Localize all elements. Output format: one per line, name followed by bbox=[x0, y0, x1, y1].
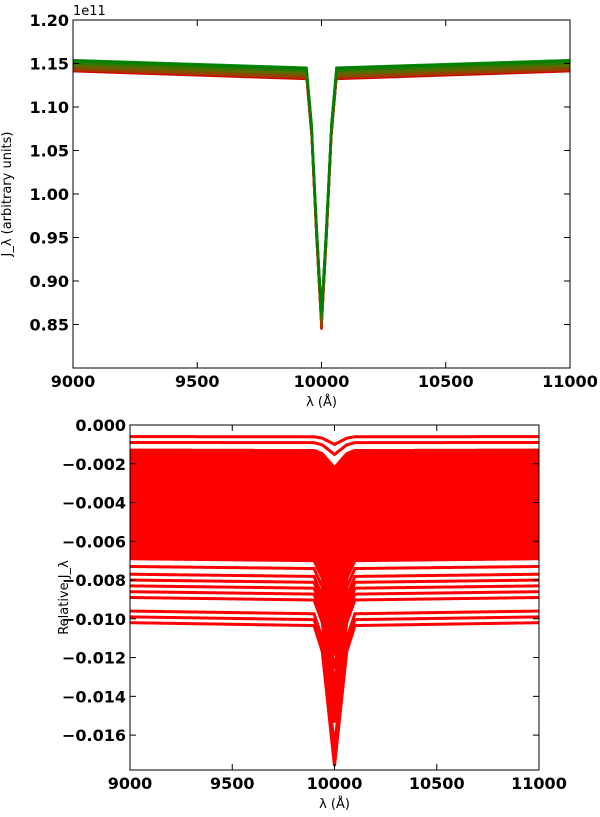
series-line bbox=[73, 61, 570, 316]
y-tick-label: −0.012 bbox=[62, 649, 126, 668]
y-tick-label: 1.00 bbox=[30, 185, 69, 204]
y-tick-label: −0.010 bbox=[62, 610, 126, 629]
series-line bbox=[130, 448, 539, 471]
x-axis-label: λ (Å) bbox=[306, 394, 337, 410]
x-tick-label: 10500 bbox=[418, 372, 474, 391]
series-line bbox=[73, 61, 570, 317]
series-line bbox=[73, 62, 570, 317]
y-tick-label: −0.004 bbox=[62, 494, 126, 513]
y-tick-label: −0.016 bbox=[62, 726, 126, 745]
y-tick-label: 0.95 bbox=[30, 229, 69, 248]
y-axis-label: J_λ (arbitrary units) bbox=[0, 131, 15, 257]
y-tick-label: 1.05 bbox=[30, 142, 69, 161]
y-tick-label: 0.85 bbox=[30, 316, 69, 335]
y-tick-label: 0.000 bbox=[75, 416, 126, 435]
x-tick-label: 11000 bbox=[511, 774, 567, 793]
y-tick-label: −0.014 bbox=[62, 687, 126, 706]
series-line bbox=[73, 60, 570, 314]
axis-offset-text: 1e11 bbox=[73, 4, 106, 19]
series-band bbox=[73, 58, 570, 330]
series-line bbox=[73, 64, 570, 320]
x-tick-label: 9000 bbox=[108, 774, 153, 793]
series-line bbox=[73, 66, 570, 323]
series-line bbox=[73, 64, 570, 320]
series-line bbox=[73, 68, 570, 327]
x-tick-label: 9500 bbox=[175, 372, 220, 391]
series-line bbox=[73, 65, 570, 322]
x-axis-label: λ (Å) bbox=[319, 796, 350, 812]
series-line bbox=[73, 67, 570, 326]
plot-frame bbox=[72, 19, 571, 369]
series-line bbox=[73, 63, 570, 319]
series-line bbox=[130, 596, 539, 723]
series-line bbox=[73, 59, 570, 313]
series-line bbox=[130, 435, 539, 447]
x-tick-label: 11000 bbox=[542, 372, 598, 391]
series-line bbox=[130, 459, 539, 490]
y-tick-label: 1.20 bbox=[30, 11, 69, 30]
y-tick-label: 0.90 bbox=[30, 272, 69, 291]
series-line bbox=[73, 70, 570, 330]
y-tick-label: 1.15 bbox=[30, 55, 69, 74]
x-tick-label: 9000 bbox=[51, 372, 96, 391]
y-tick-label: −0.008 bbox=[62, 571, 126, 590]
series-line bbox=[73, 67, 570, 324]
series-line bbox=[73, 60, 570, 315]
series-line bbox=[130, 454, 539, 480]
series-line bbox=[130, 440, 539, 457]
series-line bbox=[130, 450, 539, 474]
series-line bbox=[130, 452, 539, 477]
series-line bbox=[73, 67, 570, 325]
y-tick-label: 1.10 bbox=[30, 98, 69, 117]
series-line bbox=[73, 69, 570, 328]
chart-bottom: 9000 9500 10000 10500 11000 0.000 −0.002 −0.004… bbox=[57, 416, 567, 812]
series-line bbox=[73, 62, 570, 318]
y-tick-label: −0.002 bbox=[62, 455, 126, 474]
series-line bbox=[73, 69, 570, 329]
series-line bbox=[73, 66, 570, 323]
x-tick-label: 9500 bbox=[210, 774, 255, 793]
series-line bbox=[73, 69, 570, 330]
series-line bbox=[73, 68, 570, 327]
x-tick-label: 10000 bbox=[294, 372, 350, 391]
y-axis-label: Relative J_λ bbox=[57, 560, 72, 635]
series-band bbox=[130, 435, 539, 767]
series-line bbox=[130, 557, 539, 656]
plot-frame bbox=[129, 424, 540, 771]
chart-top: 9000 9500 10000 10500 11000 0.85 0.90 0.95 1.00 1… bbox=[0, 4, 598, 410]
series-line bbox=[130, 457, 539, 487]
series-line bbox=[73, 58, 570, 312]
series-line bbox=[130, 564, 539, 670]
x-tick-label: 10500 bbox=[409, 774, 465, 793]
series-line bbox=[73, 65, 570, 321]
y-tick-label: −0.006 bbox=[62, 532, 126, 551]
x-tick-label: 10000 bbox=[307, 774, 363, 793]
